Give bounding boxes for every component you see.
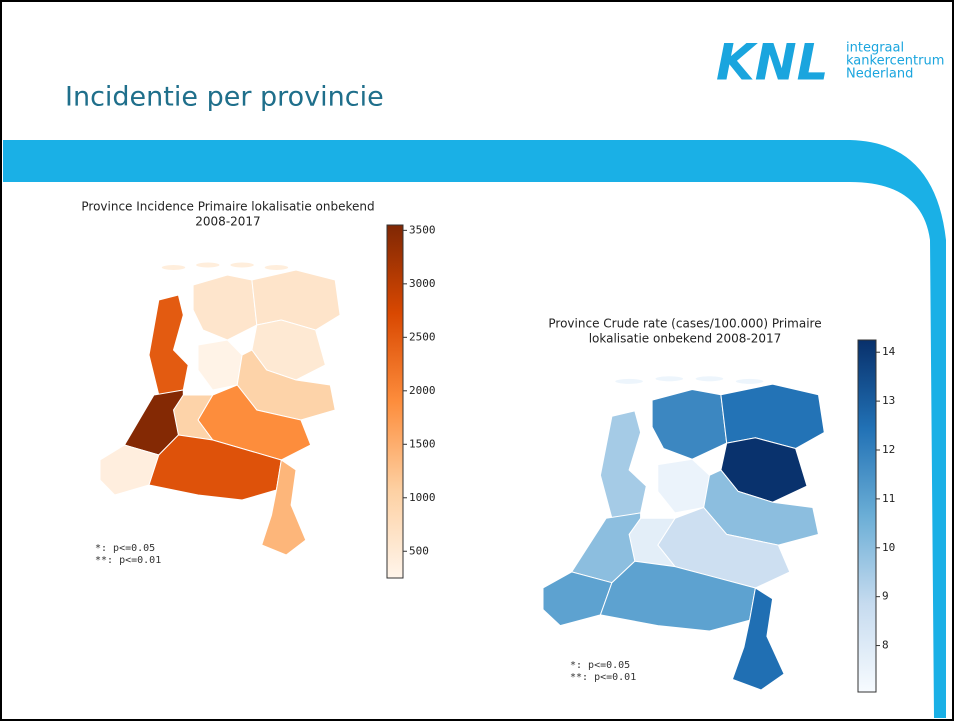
logo-text: Nederland [846,67,913,82]
province [599,410,647,519]
map-title: 2008-2017 [195,215,260,229]
slide-title: Incidentie per provincie [65,82,384,113]
colorbar-tick-label: 1500 [409,437,436,450]
island [694,375,725,383]
island [614,377,644,385]
colorbar-tick-label: 13 [882,394,895,407]
island [734,377,765,385]
province [192,274,258,341]
logo-mark: KNL [716,34,828,92]
colorbar-tick-label: 14 [882,345,896,358]
logo-text: integraal [846,41,904,56]
island [229,261,255,269]
colorbar-tick-label: 2000 [409,384,436,397]
colorbar-tick-label: 2500 [409,330,436,343]
colorbar-tick-label: 9 [882,590,889,603]
colorbar-tick-label: 3000 [409,277,436,290]
province [731,587,785,691]
map-title: Province Crude rate (cases/100.000) Prim… [548,317,821,331]
map-title: Province Incidence Primaire lokalisatie … [81,200,374,214]
province [651,388,728,460]
colorbar-tick-label: 12 [882,443,895,456]
colorbar-tick-label: 500 [409,544,429,557]
colorbar [386,224,404,579]
colorbar-tick-label: 3500 [409,223,436,236]
footnote: **: p<=0.01 [95,555,161,566]
province [720,383,825,450]
map-title: lokalisatie onbekend 2008-2017 [589,332,782,346]
colorbar-tick-label: 1000 [409,491,436,504]
footnote: **: p<=0.01 [570,672,636,683]
province [251,269,341,331]
logo-text: kankercentrum [846,54,944,69]
footnote: *: p<=0.05 [95,543,155,554]
province [261,459,307,556]
footnote: *: p<=0.05 [570,660,630,671]
colorbar-tick-label: 11 [882,492,895,505]
island [160,264,187,271]
colorbar-tick-label: 8 [882,639,889,652]
province [148,294,189,396]
colorbar [857,339,877,693]
island [654,375,685,383]
island [263,264,290,271]
colorbar-tick-label: 10 [882,541,895,554]
island [195,261,221,269]
